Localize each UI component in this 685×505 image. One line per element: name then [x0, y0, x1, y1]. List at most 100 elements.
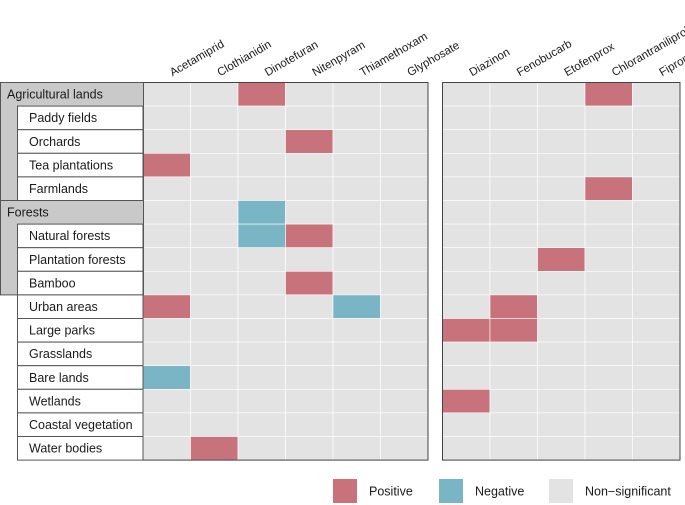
- row-label-plantation-forests: Plantation forests: [29, 253, 126, 267]
- cell-natural-forests-clothianidin: [190, 223, 239, 249]
- cell-plantation-forests-fipronil: [632, 247, 681, 272]
- cell-bare-lands-clothianidin: [190, 365, 239, 390]
- cell-natural-forests-etofenprox: [537, 223, 586, 249]
- cell-agricultural-lands-etofenprox: [537, 82, 586, 107]
- cell-bamboo-chlorantraniliprole: [584, 270, 633, 296]
- cell-natural-forests-diazinon: [442, 223, 491, 249]
- cell-wetlands-thiamethoxam: [332, 388, 381, 414]
- cell-large-parks-chlorantraniliprole: [584, 318, 633, 343]
- cell-forests-nitenpyram: [285, 200, 334, 225]
- cell-urban-areas-acetamiprid: [142, 294, 191, 319]
- cell-farmlands-fenobucarb: [489, 176, 538, 201]
- row-label-water-bodies: Water bodies: [29, 442, 102, 456]
- cell-urban-areas-thiamethoxam: [332, 294, 381, 319]
- cell-wetlands-chlorantraniliprole: [584, 388, 633, 414]
- cell-bare-lands-etofenprox: [537, 365, 586, 390]
- cell-natural-forests-glyphosate: [380, 223, 429, 249]
- cell-paddy-fields-chlorantraniliprole: [584, 105, 633, 130]
- cell-urban-areas-dinotefuran: [237, 294, 286, 319]
- row-label-bare-lands: Bare lands: [29, 371, 89, 385]
- cell-wetlands-fipronil: [632, 388, 681, 414]
- cell-tea-plantations-acetamiprid: [142, 153, 191, 178]
- column-label-nitenpyram: Nitenpyram: [310, 39, 367, 79]
- row-labels: Agricultural lands Paddy fields Orchards Te…: [0, 82, 144, 461]
- cell-orchards-clothianidin: [190, 129, 239, 154]
- row-label-bamboo: Bamboo: [29, 276, 76, 290]
- legend-label-non-significant: Non−significant: [585, 485, 671, 499]
- cell-coastal-vegetation-dinotefuran: [237, 412, 286, 437]
- cell-plantation-forests-clothianidin: [190, 247, 239, 272]
- cell-bamboo-diazinon: [442, 270, 491, 296]
- cell-agricultural-lands-dinotefuran: [237, 82, 286, 107]
- cell-bamboo-etofenprox: [537, 270, 586, 296]
- cell-forests-clothianidin: [190, 200, 239, 225]
- cell-coastal-vegetation-etofenprox: [537, 412, 586, 437]
- cell-tea-plantations-fipronil: [632, 153, 681, 178]
- cell-coastal-vegetation-thiamethoxam: [332, 412, 381, 437]
- cell-tea-plantations-chlorantraniliprole: [584, 153, 633, 178]
- cell-large-parks-fenobucarb: [489, 318, 538, 343]
- cell-paddy-fields-nitenpyram: [285, 105, 334, 130]
- cell-coastal-vegetation-acetamiprid: [142, 412, 191, 437]
- cell-agricultural-lands-fipronil: [632, 82, 681, 107]
- cell-plantation-forests-chlorantraniliprole: [584, 247, 633, 272]
- cell-bare-lands-thiamethoxam: [332, 365, 381, 390]
- cell-wetlands-acetamiprid: [142, 388, 191, 414]
- row-label-box-farmlands: [17, 176, 144, 201]
- cell-farmlands-dinotefuran: [237, 176, 286, 201]
- cell-wetlands-nitenpyram: [285, 388, 334, 414]
- legend-swatch-non-significant: [549, 479, 573, 503]
- cell-water-bodies-diazinon: [442, 436, 491, 461]
- cell-natural-forests-dinotefuran: [237, 223, 286, 249]
- cell-forests-chlorantraniliprole: [584, 200, 633, 225]
- cell-grasslands-fipronil: [632, 341, 681, 367]
- cell-paddy-fields-glyphosate: [380, 105, 429, 130]
- row-label-natural-forests: Natural forests: [29, 229, 110, 243]
- cell-tea-plantations-dinotefuran: [237, 153, 286, 178]
- row-label-urban-areas: Urban areas: [29, 300, 98, 314]
- cell-agricultural-lands-acetamiprid: [142, 82, 191, 107]
- cell-paddy-fields-fenobucarb: [489, 105, 538, 130]
- cell-large-parks-thiamethoxam: [332, 318, 381, 343]
- cell-grasslands-clothianidin: [190, 341, 239, 367]
- cell-tea-plantations-clothianidin: [190, 153, 239, 178]
- cell-forests-fenobucarb: [489, 200, 538, 225]
- cell-agricultural-lands-diazinon: [442, 82, 491, 107]
- cell-water-bodies-chlorantraniliprole: [584, 436, 633, 461]
- cell-bare-lands-glyphosate: [380, 365, 429, 390]
- cell-tea-plantations-etofenprox: [537, 153, 586, 178]
- cell-coastal-vegetation-nitenpyram: [285, 412, 334, 437]
- cell-forests-fipronil: [632, 200, 681, 225]
- cell-bare-lands-dinotefuran: [237, 365, 286, 390]
- cell-farmlands-diazinon: [442, 176, 491, 201]
- legend-label-positive: Positive: [369, 485, 413, 499]
- legend-swatch-positive: [333, 479, 357, 503]
- cell-orchards-thiamethoxam: [332, 129, 381, 154]
- cell-agricultural-lands-thiamethoxam: [332, 82, 381, 107]
- cell-water-bodies-nitenpyram: [285, 436, 334, 461]
- cell-water-bodies-etofenprox: [537, 436, 586, 461]
- cell-farmlands-etofenprox: [537, 176, 586, 201]
- cell-natural-forests-fipronil: [632, 223, 681, 249]
- cell-bamboo-acetamiprid: [142, 270, 191, 296]
- row-label-box-water-bodies: [17, 436, 144, 461]
- column-label-fipronil: Fipronil: [657, 50, 685, 79]
- cell-bamboo-thiamethoxam: [332, 270, 381, 296]
- column-labels: AcetamipridClothianidinDinotefuranNitenp…: [168, 22, 685, 79]
- cell-bamboo-clothianidin: [190, 270, 239, 296]
- cell-agricultural-lands-chlorantraniliprole: [584, 82, 633, 107]
- cell-plantation-forests-thiamethoxam: [332, 247, 381, 272]
- cell-farmlands-fipronil: [632, 176, 681, 201]
- cell-farmlands-chlorantraniliprole: [584, 176, 633, 201]
- cell-water-bodies-clothianidin: [190, 436, 239, 461]
- cell-bamboo-dinotefuran: [237, 270, 286, 296]
- cell-coastal-vegetation-fipronil: [632, 412, 681, 437]
- cell-agricultural-lands-glyphosate: [380, 82, 429, 107]
- row-label-orchards: Orchards: [29, 135, 80, 149]
- panel-2-border: [442, 82, 681, 461]
- cell-water-bodies-dinotefuran: [237, 436, 286, 461]
- cell-water-bodies-fipronil: [632, 436, 681, 461]
- cell-paddy-fields-acetamiprid: [142, 105, 191, 130]
- cell-grasslands-thiamethoxam: [332, 341, 381, 367]
- cell-agricultural-lands-nitenpyram: [285, 82, 334, 107]
